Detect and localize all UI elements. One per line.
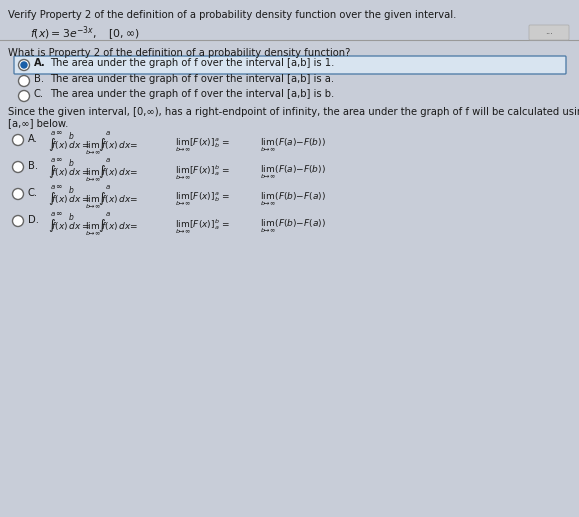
- Text: B.: B.: [28, 161, 38, 171]
- Circle shape: [13, 134, 24, 145]
- Text: $\int\!\!f(x)\,dx=$: $\int\!\!f(x)\,dx=$: [48, 217, 90, 234]
- Text: What is Property 2 of the definition of a probability density function?: What is Property 2 of the definition of …: [8, 48, 350, 58]
- Circle shape: [19, 75, 30, 86]
- FancyBboxPatch shape: [14, 56, 566, 74]
- Text: $\lim_{b\to\infty}[F(x)]_b^a=$: $\lim_{b\to\infty}[F(x)]_b^a=$: [175, 136, 230, 154]
- Text: $a$: $a$: [105, 156, 111, 164]
- Text: $a$: $a$: [50, 183, 56, 191]
- Text: D.: D.: [28, 215, 39, 225]
- Circle shape: [13, 161, 24, 173]
- Text: The area under the graph of f over the interval [a,b] is 1.: The area under the graph of f over the i…: [50, 58, 335, 68]
- Text: $\int\!\!f(x)\,dx=$: $\int\!\!f(x)\,dx=$: [48, 163, 90, 180]
- FancyBboxPatch shape: [529, 25, 569, 40]
- Text: C.: C.: [28, 188, 38, 198]
- Text: $\infty$: $\infty$: [55, 128, 63, 137]
- Text: ...: ...: [545, 27, 553, 37]
- Text: $\int\!\!f(x)\,dx=$: $\int\!\!f(x)\,dx=$: [48, 190, 90, 207]
- Text: $\lim_{b\to\infty}\!\int\!\!f(x)\,dx=$: $\lim_{b\to\infty}\!\int\!\!f(x)\,dx=$: [85, 136, 138, 157]
- Text: $b$: $b$: [68, 211, 75, 222]
- Text: B.: B.: [34, 74, 44, 84]
- Text: $\int\!\!f(x)\,dx=$: $\int\!\!f(x)\,dx=$: [48, 136, 90, 153]
- Text: $\lim_{b\to\infty}\!\int\!\!f(x)\,dx=$: $\lim_{b\to\infty}\!\int\!\!f(x)\,dx=$: [85, 163, 138, 184]
- Text: $\lim_{b\to\infty}\!\int\!\!f(x)\,dx=$: $\lim_{b\to\infty}\!\int\!\!f(x)\,dx=$: [85, 190, 138, 210]
- Text: $a$: $a$: [50, 129, 56, 137]
- Text: $a$: $a$: [50, 156, 56, 164]
- Text: $\infty$: $\infty$: [55, 155, 63, 164]
- Text: Verify Property 2 of the definition of a probability density function over the g: Verify Property 2 of the definition of a…: [8, 10, 456, 20]
- Text: $\lim_{b\to\infty}[F(x)]_b^a=$: $\lim_{b\to\infty}[F(x)]_b^a=$: [175, 190, 230, 208]
- Text: A.: A.: [34, 58, 46, 68]
- Text: $f(x)=3e^{-3x},\quad [0,\infty)$: $f(x)=3e^{-3x},\quad [0,\infty)$: [30, 25, 140, 43]
- Text: Since the given interval, [0,∞), has a right-endpoint of infinity, the area unde: Since the given interval, [0,∞), has a r…: [8, 107, 579, 117]
- Text: $b$: $b$: [68, 184, 75, 195]
- Circle shape: [13, 189, 24, 200]
- Text: $\lim_{b\to\infty}[F(x)]_a^b=$: $\lim_{b\to\infty}[F(x)]_a^b=$: [175, 217, 230, 236]
- Text: C.: C.: [34, 89, 44, 99]
- Text: $\lim_{b\to\infty}[F(x)]_a^b=$: $\lim_{b\to\infty}[F(x)]_a^b=$: [175, 163, 230, 182]
- Circle shape: [21, 62, 27, 68]
- Text: A.: A.: [28, 134, 38, 144]
- Text: $a$: $a$: [105, 129, 111, 137]
- Text: The area under the graph of f over the interval [a,b] is b.: The area under the graph of f over the i…: [50, 89, 334, 99]
- Circle shape: [19, 59, 30, 70]
- Text: [a,∞] below.: [a,∞] below.: [8, 118, 68, 128]
- Text: $\lim_{b\to\infty}\!\int\!\!f(x)\,dx=$: $\lim_{b\to\infty}\!\int\!\!f(x)\,dx=$: [85, 217, 138, 238]
- Text: $\lim_{b\to\infty}(F(b)-F(a))$: $\lim_{b\to\infty}(F(b)-F(a))$: [260, 217, 326, 235]
- Text: $\lim_{b\to\infty}(F(a)-F(b))$: $\lim_{b\to\infty}(F(a)-F(b))$: [260, 163, 326, 180]
- Circle shape: [19, 90, 30, 101]
- Text: $\infty$: $\infty$: [55, 182, 63, 191]
- Text: $a$: $a$: [50, 210, 56, 218]
- Text: $a$: $a$: [105, 210, 111, 218]
- Text: $\infty$: $\infty$: [55, 209, 63, 218]
- Text: $b$: $b$: [68, 130, 75, 141]
- Text: $\lim_{b\to\infty}(F(b)-F(a))$: $\lim_{b\to\infty}(F(b)-F(a))$: [260, 190, 326, 208]
- Text: The area under the graph of f over the interval [a,b] is a.: The area under the graph of f over the i…: [50, 74, 334, 84]
- Text: $b$: $b$: [68, 157, 75, 168]
- Circle shape: [13, 216, 24, 226]
- Text: $\lim_{b\to\infty}(F(a)-F(b))$: $\lim_{b\to\infty}(F(a)-F(b))$: [260, 136, 326, 154]
- Text: $a$: $a$: [105, 183, 111, 191]
